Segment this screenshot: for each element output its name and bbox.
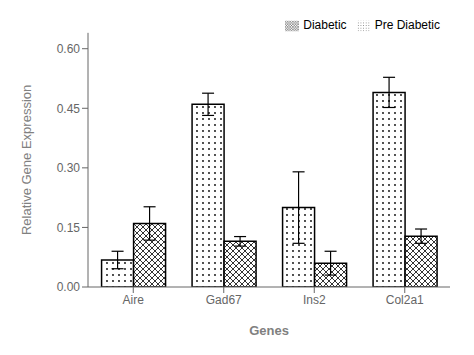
svg-text:Relative Gene Expression: Relative Gene Expression bbox=[19, 85, 34, 235]
html-text:Diabetic: Diabetic bbox=[303, 18, 347, 32]
svg-text:0.00: 0.00 bbox=[57, 280, 81, 294]
svg-text:0.45: 0.45 bbox=[57, 102, 81, 116]
svg-text:Col2a1: Col2a1 bbox=[386, 293, 424, 307]
svg-text:0.60: 0.60 bbox=[57, 42, 81, 56]
svg-text:Genes: Genes bbox=[249, 323, 289, 338]
html-text:Pre Diabetic: Pre Diabetic bbox=[374, 18, 440, 32]
svg-text:Gad67: Gad67 bbox=[206, 293, 242, 307]
svg-text:Aire: Aire bbox=[123, 293, 145, 307]
svg-text:Ins2: Ins2 bbox=[303, 293, 326, 307]
svg-text:0.30: 0.30 bbox=[57, 161, 81, 175]
svg-text:0.15: 0.15 bbox=[57, 221, 81, 235]
